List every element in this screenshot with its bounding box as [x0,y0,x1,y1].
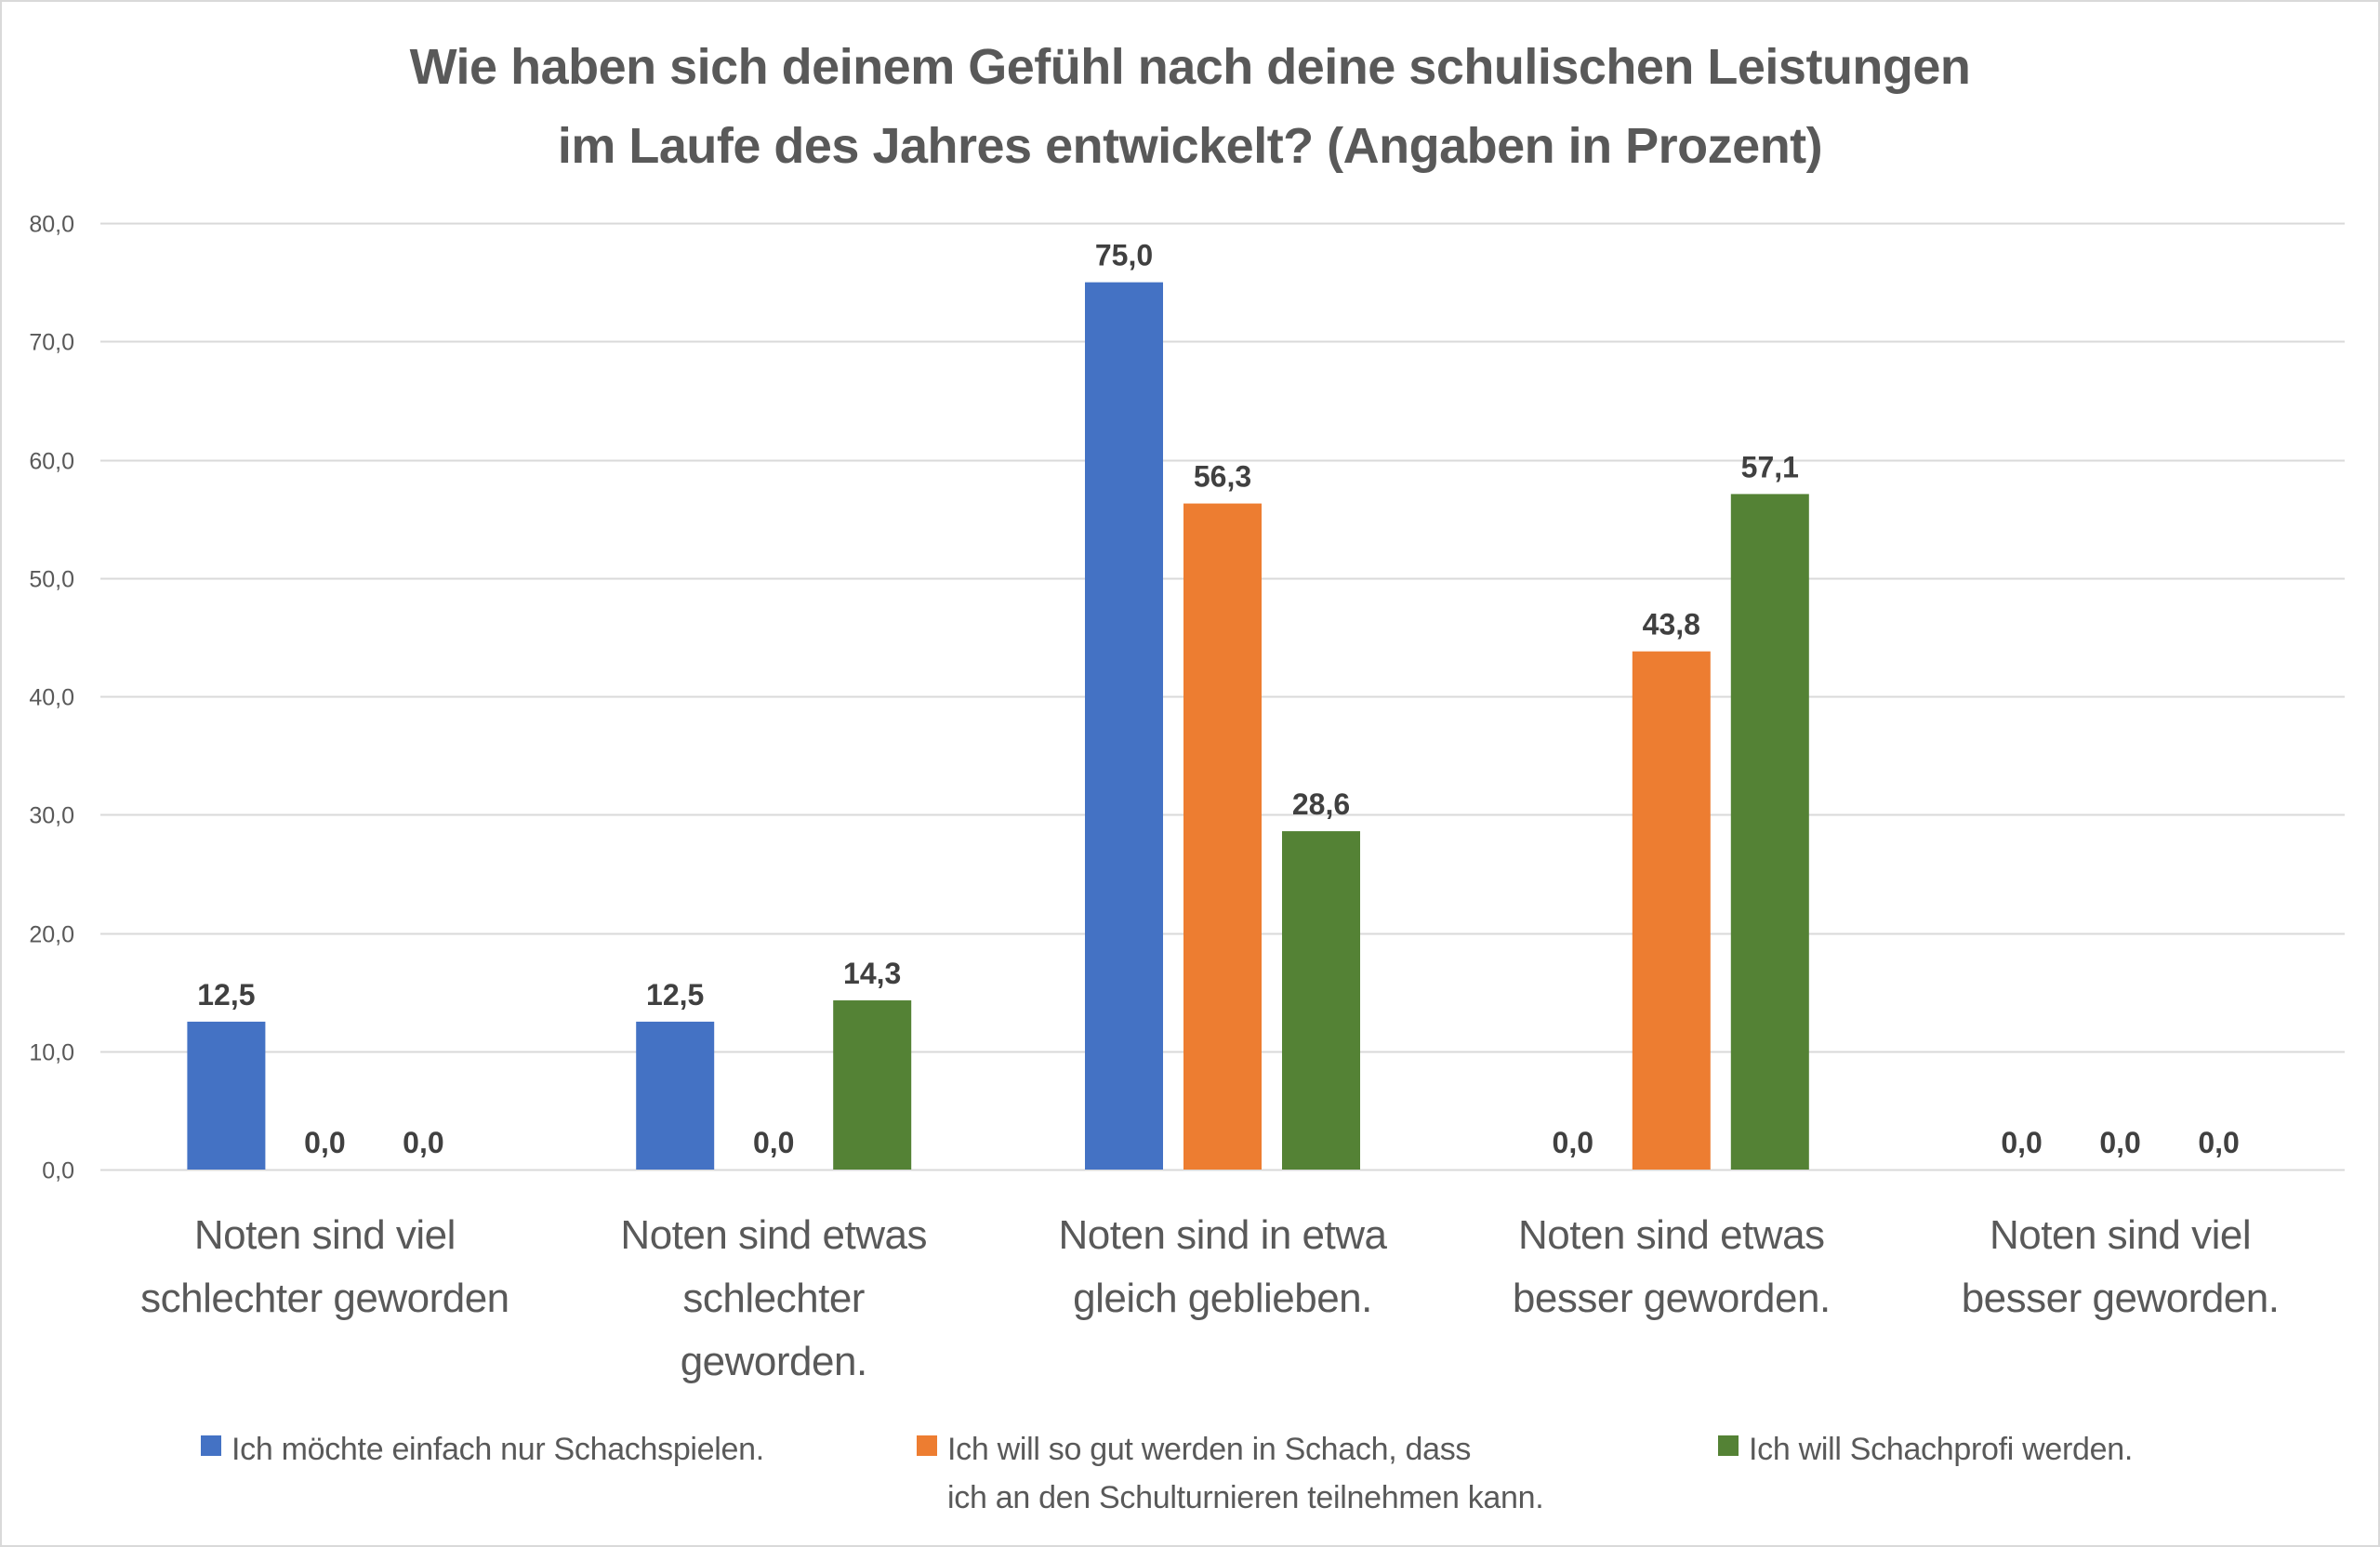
x-tick-label-line: geworden. [680,1339,867,1384]
data-label: 12,5 [197,978,255,1012]
bar[interactable] [1183,503,1262,1170]
legend-label: Ich möchte einfach nur Schachspielen. [231,1432,764,1467]
y-tick-label: 40,0 [29,685,74,711]
x-tick-label-line: Noten sind etwas [1518,1212,1825,1258]
y-tick-label: 20,0 [29,922,74,948]
data-label: 0,0 [304,1126,345,1159]
data-label: 28,6 [1292,787,1350,821]
bar[interactable] [1632,651,1711,1170]
legend-label: Ich will Schachprofi werden. [1749,1432,2134,1467]
chart-title-line-2: im Laufe des Jahres entwickelt? (Angaben… [557,118,1823,174]
data-label: 56,3 [1194,460,1251,494]
x-tick-label-line: Noten sind viel [193,1212,456,1258]
x-tick-label: Noten sind etwas besser geworden. [1458,1204,1885,1330]
data-label: 0,0 [403,1126,443,1159]
chart-title: Wie haben sich deinem Gefühl nach deine … [0,28,2380,186]
y-tick-label: 70,0 [29,330,74,356]
x-tick-label-line: Noten sind in etwa [1058,1212,1388,1258]
legend-swatch-icon [1718,1435,1739,1456]
y-tick-label: 0,0 [42,1158,74,1184]
data-label: 0,0 [753,1126,794,1159]
bar[interactable] [833,1000,912,1170]
y-tick-label: 80,0 [29,212,74,238]
bar[interactable] [1085,282,1163,1170]
x-tick-label: Noten sind in etwa gleich geblieben. [1009,1204,1436,1330]
legend-item[interactable]: Ich möchte einfach nur Schachspielen. [201,1425,764,1474]
x-tick-label-line: gleich geblieben. [1073,1276,1372,1321]
y-tick-label: 50,0 [29,567,74,593]
legend-label: Ich will so gut werden in Schach, dass i… [947,1432,1544,1515]
data-label: 0,0 [2001,1126,2042,1159]
data-label: 12,5 [646,978,704,1012]
data-label: 0,0 [2198,1126,2239,1159]
legend-swatch-icon [917,1435,937,1456]
data-label: 0,0 [2099,1126,2140,1159]
legend-swatch-icon [201,1435,221,1456]
legend-item[interactable]: Ich will so gut werden in Schach, dass i… [917,1425,1544,1522]
chart-title-line-1: Wie haben sich deinem Gefühl nach deine … [409,39,1971,95]
x-tick-label-line: besser geworden. [1512,1276,1831,1321]
y-tick-label: 30,0 [29,803,74,829]
x-tick-label-line: besser geworden. [1961,1276,2280,1321]
x-tick-label-line: Noten sind etwas [620,1212,927,1258]
data-label: 57,1 [1741,450,1799,483]
bar[interactable] [1730,494,1809,1170]
legend-item[interactable]: Ich will Schachprofi werden. [1718,1425,2133,1474]
data-label: 43,8 [1643,608,1700,641]
data-label: 0,0 [1553,1126,1593,1159]
x-tick-label: Noten sind viel besser geworden. [1907,1204,2334,1330]
x-tick-label: Noten sind etwas schlechter geworden. [560,1204,987,1394]
y-tick-label: 10,0 [29,1040,74,1066]
x-tick-label-line: schlechter geworden [140,1276,509,1321]
bar[interactable] [1282,831,1360,1170]
data-label: 14,3 [843,957,901,990]
x-tick-label: Noten sind viel schlechter geworden [111,1204,538,1330]
y-tick-label: 60,0 [29,449,74,475]
x-tick-label-line: Noten sind viel [1990,1212,2252,1258]
bar[interactable] [636,1021,715,1170]
bar[interactable] [187,1021,266,1170]
data-label: 75,0 [1095,239,1153,272]
x-tick-label-line: schlechter [682,1276,865,1321]
